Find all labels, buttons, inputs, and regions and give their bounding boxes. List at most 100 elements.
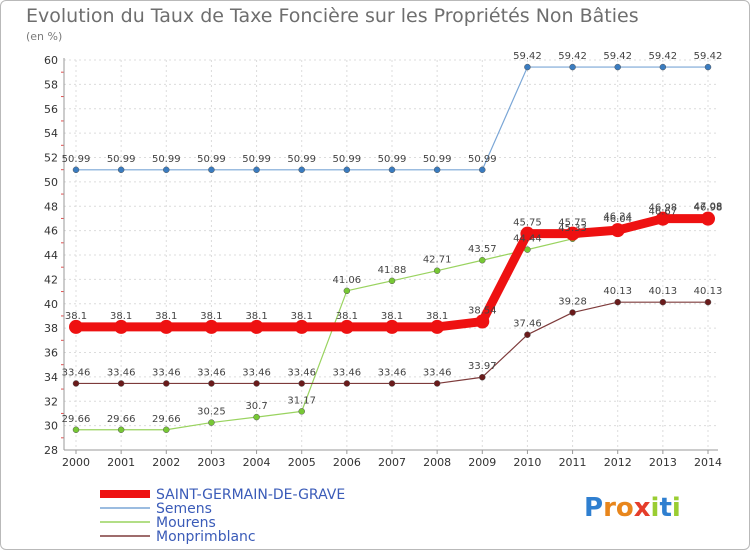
data-point bbox=[343, 287, 351, 295]
data-label: 40.13 bbox=[694, 286, 723, 297]
data-point bbox=[659, 63, 667, 71]
x-tick-label: 2011 bbox=[559, 456, 587, 469]
axes: 28 30 32 34 36 38 40 42 44 46 48 50 52 54 56 58 60 2000 20… bbox=[44, 54, 722, 469]
data-label: 45.75 bbox=[513, 218, 542, 229]
y-tick-label: 34 bbox=[44, 371, 58, 384]
data-point bbox=[72, 426, 80, 434]
data-point bbox=[163, 426, 170, 434]
data-label: 29.66 bbox=[152, 414, 181, 425]
data-label: 50.99 bbox=[62, 154, 91, 165]
data-point bbox=[117, 426, 125, 434]
data-label: 59.42 bbox=[558, 51, 587, 62]
data-point bbox=[114, 319, 129, 334]
data-point bbox=[72, 166, 80, 174]
proxiti-logo: Proxiti bbox=[584, 493, 681, 523]
y-tick-label: 56 bbox=[44, 103, 58, 116]
chart-subtitle: (en %) bbox=[26, 30, 62, 43]
y-tick-label: 38 bbox=[44, 322, 58, 335]
data-label: 33.46 bbox=[333, 367, 362, 378]
data-label: 59.42 bbox=[649, 51, 678, 62]
data-point bbox=[479, 166, 486, 174]
x-tick-label: 2004 bbox=[243, 456, 271, 469]
data-point bbox=[704, 298, 712, 306]
x-tick-label: 2005 bbox=[288, 456, 316, 469]
grid bbox=[64, 59, 718, 451]
logo-letter: P bbox=[584, 493, 603, 523]
data-label: 29.66 bbox=[62, 414, 91, 425]
legend-label: Semens bbox=[156, 501, 212, 517]
y-tick-label: 54 bbox=[44, 127, 58, 140]
data-label: 40.13 bbox=[603, 286, 632, 297]
legend: SAINT-GERMAIN-DE-GRAVESemensMourensMonpr… bbox=[100, 487, 345, 545]
y-tick-label: 48 bbox=[44, 200, 58, 213]
data-label: 33.46 bbox=[152, 367, 181, 378]
data-point bbox=[69, 319, 83, 334]
data-point bbox=[298, 380, 305, 387]
data-point bbox=[388, 380, 396, 387]
data-point bbox=[433, 166, 441, 174]
data-label: 50.99 bbox=[242, 154, 271, 165]
x-tick-label: 2013 bbox=[649, 456, 677, 469]
data-point bbox=[569, 309, 576, 316]
data-label: 50.99 bbox=[378, 154, 407, 165]
data-point bbox=[253, 413, 260, 421]
data-point bbox=[204, 319, 219, 334]
x-tick-label: 2009 bbox=[468, 456, 496, 469]
data-label: 46.24 bbox=[603, 212, 632, 223]
data-label: 38.1 bbox=[110, 311, 132, 322]
data-point bbox=[433, 380, 441, 387]
data-point bbox=[208, 419, 215, 426]
data-point bbox=[339, 319, 354, 334]
data-point bbox=[524, 331, 531, 338]
data-label: 33.46 bbox=[423, 367, 452, 378]
data-point bbox=[388, 277, 396, 285]
logo-text: Proxiti bbox=[584, 493, 681, 523]
data-label: 43.57 bbox=[468, 244, 497, 255]
logo-letter: t bbox=[659, 493, 671, 523]
data-point bbox=[72, 380, 80, 387]
data-label: 47.08 bbox=[694, 201, 723, 212]
data-point bbox=[479, 256, 486, 264]
y-tick-label: 42 bbox=[44, 273, 58, 286]
data-label: 50.99 bbox=[423, 154, 452, 165]
data-point bbox=[343, 380, 351, 387]
data-point bbox=[294, 319, 309, 334]
data-label: 39.28 bbox=[558, 297, 587, 308]
data-point bbox=[163, 166, 170, 174]
legend-label: Monprimblanc bbox=[156, 529, 256, 545]
data-point bbox=[298, 408, 305, 415]
y-tick-label: 50 bbox=[44, 176, 58, 189]
y-tick-label: 46 bbox=[44, 225, 58, 238]
x-tick-label: 2000 bbox=[62, 456, 90, 469]
data-label: 50.99 bbox=[468, 154, 497, 165]
y-tick-label: 60 bbox=[44, 54, 58, 67]
data-label: 59.42 bbox=[603, 51, 632, 62]
legend-label: SAINT-GERMAIN-DE-GRAVE bbox=[156, 487, 345, 503]
x-tick-label: 2012 bbox=[604, 456, 632, 469]
x-tick-label: 2008 bbox=[423, 456, 451, 469]
data-point bbox=[117, 166, 125, 174]
data-point bbox=[569, 63, 576, 71]
data-point bbox=[524, 246, 531, 253]
y-tick-label: 30 bbox=[44, 420, 58, 433]
data-label: 30.25 bbox=[197, 407, 226, 418]
data-point bbox=[388, 166, 396, 174]
data-point bbox=[249, 319, 264, 334]
x-tick-label: 2003 bbox=[197, 456, 225, 469]
data-labels: 50.99 50.99 50.99 50.99 50.99 50.99 50.99 50.99… bbox=[62, 51, 723, 425]
data-label: 41.06 bbox=[333, 275, 362, 286]
data-label: 45.75 bbox=[558, 218, 587, 229]
data-label: 41.88 bbox=[378, 265, 407, 276]
data-point bbox=[614, 298, 621, 306]
data-label: 38.1 bbox=[155, 311, 177, 322]
data-label: 38.1 bbox=[245, 311, 267, 322]
data-label: 46.98 bbox=[649, 203, 678, 214]
data-label: 37.46 bbox=[513, 319, 542, 330]
data-point bbox=[610, 223, 625, 238]
data-point bbox=[253, 166, 260, 174]
data-point bbox=[659, 298, 667, 306]
data-point bbox=[163, 380, 170, 387]
legend-label: Mourens bbox=[156, 515, 216, 531]
data-point bbox=[565, 226, 580, 241]
